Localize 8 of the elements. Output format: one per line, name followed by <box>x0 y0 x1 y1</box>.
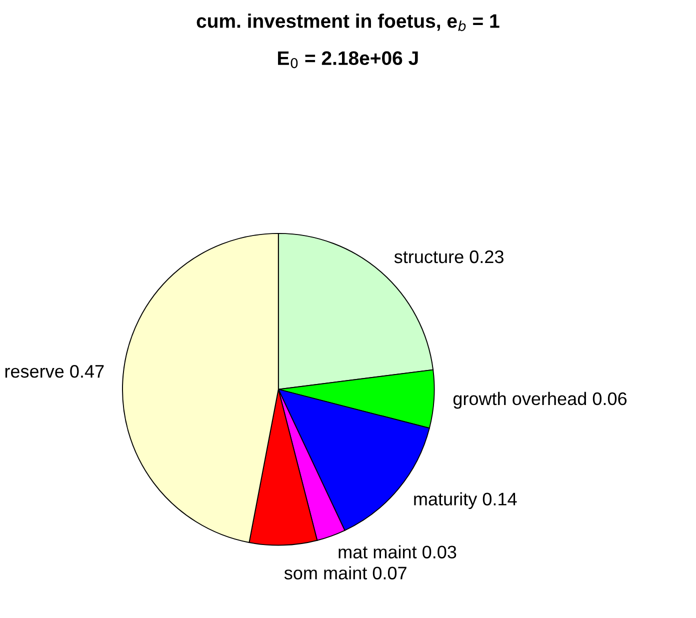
chart-title: cum. investment in foetus, e$_{b}$ = 1 <box>196 14 500 32</box>
slice-label: maturity 0.14 <box>414 492 517 510</box>
slice-label: growth overhead 0.06 <box>453 392 627 409</box>
slice-label: reserve 0.47 <box>5 364 104 378</box>
chart-subtitle: E$_{0}$ = 2.18e+06 J <box>278 51 418 68</box>
slice-label: structure 0.23 <box>394 250 504 264</box>
slice-label: som maint 0.07 <box>284 566 406 580</box>
slice-label: mat maint 0.03 <box>338 545 456 558</box>
